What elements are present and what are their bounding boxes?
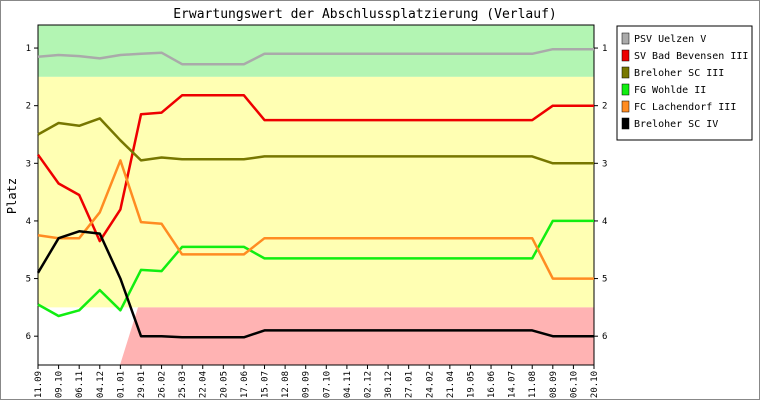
series-line-4: [37, 159, 594, 280]
legend-swatch-0: [621, 32, 630, 45]
x-tick-label-18: 27.01: [405, 371, 415, 398]
x-tick-label-24: 11.08: [528, 371, 538, 398]
x-tick-label-26: 06.10: [569, 371, 579, 398]
x-tick-label-19: 24.02: [425, 371, 435, 398]
y-tick-label-left-5: 5: [26, 275, 31, 285]
x-tick-label-1: 09.10: [55, 371, 65, 398]
x-tick-label-5: 29.01: [137, 371, 147, 398]
y-tick-label-right-4: 4: [602, 217, 607, 227]
series-line-0: [37, 47, 594, 66]
y-tick-label-left-4: 4: [26, 217, 31, 227]
x-tick-label-13: 09.09: [302, 371, 312, 398]
legend-swatch-3: [621, 83, 630, 96]
y-tick-label-left-1: 1: [26, 44, 31, 54]
x-tick-label-12: 12.08: [281, 371, 291, 398]
legend-swatch-4: [621, 100, 630, 113]
legend-entry-5: Breloher SC IV: [634, 119, 718, 130]
series-line-2: [37, 117, 594, 165]
legend-entry-1: SV Bad Bevensen III: [634, 51, 748, 62]
legend-entry-3: FG Wohlde II: [634, 85, 706, 96]
legend-swatch-5: [621, 117, 630, 130]
legend-swatch-2: [621, 66, 630, 79]
x-tick-label-10: 17.06: [240, 371, 250, 398]
x-tick-label-3: 04.12: [96, 371, 106, 398]
y-tick-label-right-5: 5: [602, 275, 607, 285]
band-relegation: [120, 307, 594, 365]
legend-entry-4: FC Lachendorf III: [634, 102, 736, 113]
x-tick-label-27: 20.10: [590, 371, 600, 398]
x-tick-label-23: 14.07: [508, 371, 518, 398]
y-tick-label-right-6: 6: [602, 332, 607, 342]
x-tick-label-20: 21.04: [446, 371, 456, 398]
x-tick-label-21: 19.05: [466, 371, 476, 398]
x-tick-label-11: 15.07: [261, 371, 271, 398]
x-tick-label-16: 02.12: [363, 371, 373, 398]
series-line-3: [37, 219, 594, 318]
x-tick-label-2: 06.11: [75, 371, 85, 398]
x-tick-label-0: 11.09: [34, 371, 44, 398]
x-tick-label-17: 30.12: [384, 371, 394, 398]
band-1: [38, 76, 594, 308]
chart-title: Erwartungswert der Abschlussplatzierung …: [173, 7, 557, 22]
y-tick-label-right-3: 3: [602, 159, 607, 169]
series-line-5: [36, 230, 594, 339]
legend-box: [616, 25, 753, 141]
x-tick-label-8: 22.04: [199, 371, 209, 398]
y-axis-label: Platz: [5, 178, 19, 214]
y-tick-label-left-6: 6: [26, 332, 31, 342]
x-tick-label-7: 25.03: [178, 371, 188, 398]
plot-border: [37, 24, 595, 366]
legend-entry-2: Breloher SC III: [634, 68, 724, 79]
y-tick-label-right-2: 2: [602, 102, 607, 112]
y-tick-label-right-1: 1: [602, 44, 607, 54]
y-tick-label-left-2: 2: [26, 102, 31, 112]
series-line-1: [36, 94, 594, 243]
y-tick-label-left-3: 3: [26, 159, 31, 169]
x-tick-label-6: 26.02: [158, 371, 168, 398]
x-tick-label-22: 16.06: [487, 371, 497, 398]
band-0: [38, 25, 594, 77]
legend-swatch-1: [621, 49, 630, 62]
x-tick-label-9: 20.05: [219, 371, 229, 398]
x-tick-label-15: 04.11: [343, 371, 353, 398]
x-tick-label-14: 07.10: [322, 371, 332, 398]
x-tick-label-4: 01.01: [116, 371, 126, 398]
legend: PSV Uelzen V SV Bad Bevensen III Breloher …: [616, 25, 753, 141]
plot-area: 1 1 2 2 3 3 4 4 5 5 6 6 11.09 09.10 06.11 04.12 01.01 29.…: [26, 24, 607, 398]
legend-entry-0: PSV Uelzen V: [634, 34, 706, 45]
x-tick-label-25: 08.09: [549, 371, 559, 398]
